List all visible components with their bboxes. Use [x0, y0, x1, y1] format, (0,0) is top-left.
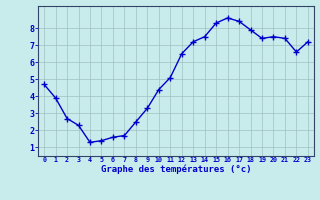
X-axis label: Graphe des températures (°c): Graphe des températures (°c) [101, 165, 251, 174]
